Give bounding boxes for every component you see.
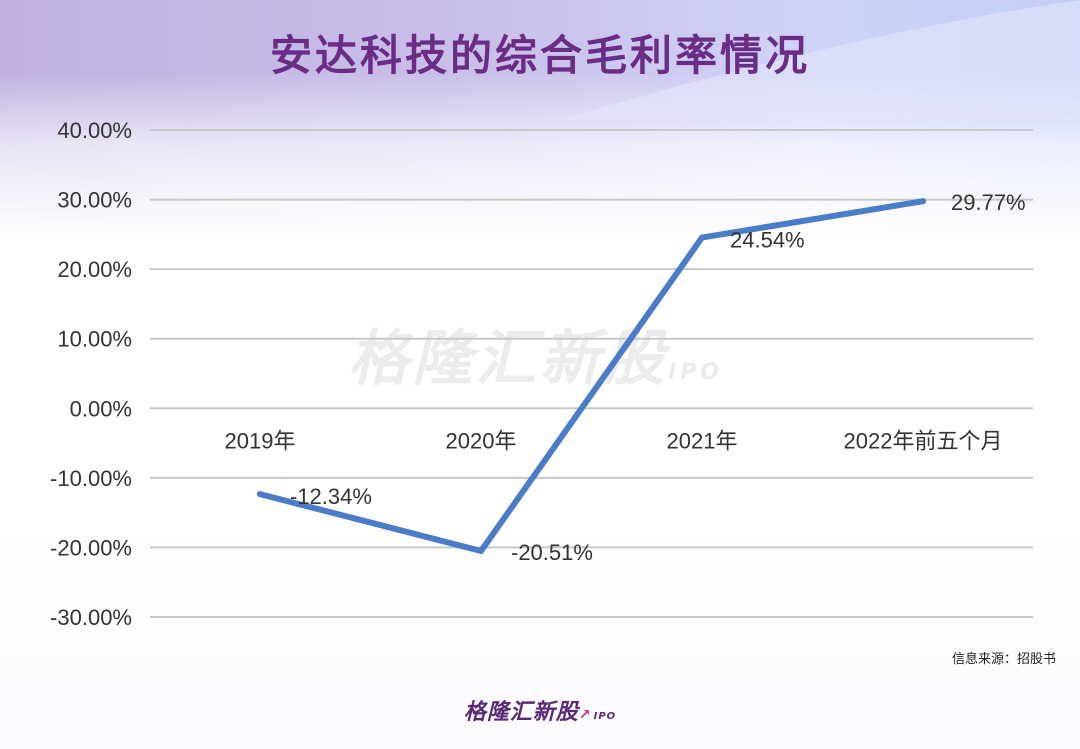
x-axis-ticks: 2019年 2020年 2021年 2022年前五个月 (225, 428, 1003, 453)
data-point (920, 198, 926, 205)
y-tick-label: 40.00% (57, 118, 132, 143)
brand-suffix: IPO (593, 711, 617, 722)
grid-lines (150, 129, 1033, 618)
brand-arrow-icon: ↗ (578, 707, 592, 723)
watermark: 格隆汇新股IPO (348, 310, 723, 397)
y-axis-ticks: 40.00% 30.00% 20.00% 10.00% 0.00% -10.00% -20.… (50, 118, 132, 630)
x-tick-label: 2020年 (446, 428, 517, 453)
y-tick-label: 0.00% (70, 396, 132, 421)
watermark-suffix: IPO (668, 360, 724, 385)
series-line-path (257, 198, 926, 554)
x-tick-label: 2019年 (225, 428, 296, 453)
x-tick-label: 2022年前五个月 (844, 428, 1003, 453)
data-label: 29.77% (951, 190, 1026, 215)
data-point (699, 234, 705, 241)
data-labels: -12.34% -20.51% 24.54% 29.77% (290, 190, 1026, 565)
data-label: -20.51% (511, 540, 593, 565)
data-label: 24.54% (730, 228, 805, 253)
y-tick-label: 10.00% (57, 327, 132, 352)
data-point (257, 491, 263, 498)
series-line (257, 198, 926, 554)
watermark-text: 格隆汇新股 (348, 324, 668, 394)
x-tick-label: 2021年 (667, 428, 738, 453)
y-tick-label: 30.00% (57, 188, 132, 213)
chart-title: 安达科技的综合毛利率情况 (269, 31, 810, 80)
data-point (478, 547, 484, 554)
data-label: -12.34% (290, 484, 372, 509)
y-tick-label: -30.00% (50, 605, 132, 630)
brand-text: 格隆汇新股 (463, 700, 579, 725)
brand-logo: 格隆汇新股↗ IPO (0, 694, 1080, 726)
header-swoosh (560, 0, 1080, 120)
y-tick-label: -10.00% (50, 466, 132, 491)
y-tick-label: -20.00% (50, 535, 132, 560)
y-tick-label: 20.00% (57, 257, 132, 282)
source-note: 信息来源：招股书 (951, 652, 1056, 667)
